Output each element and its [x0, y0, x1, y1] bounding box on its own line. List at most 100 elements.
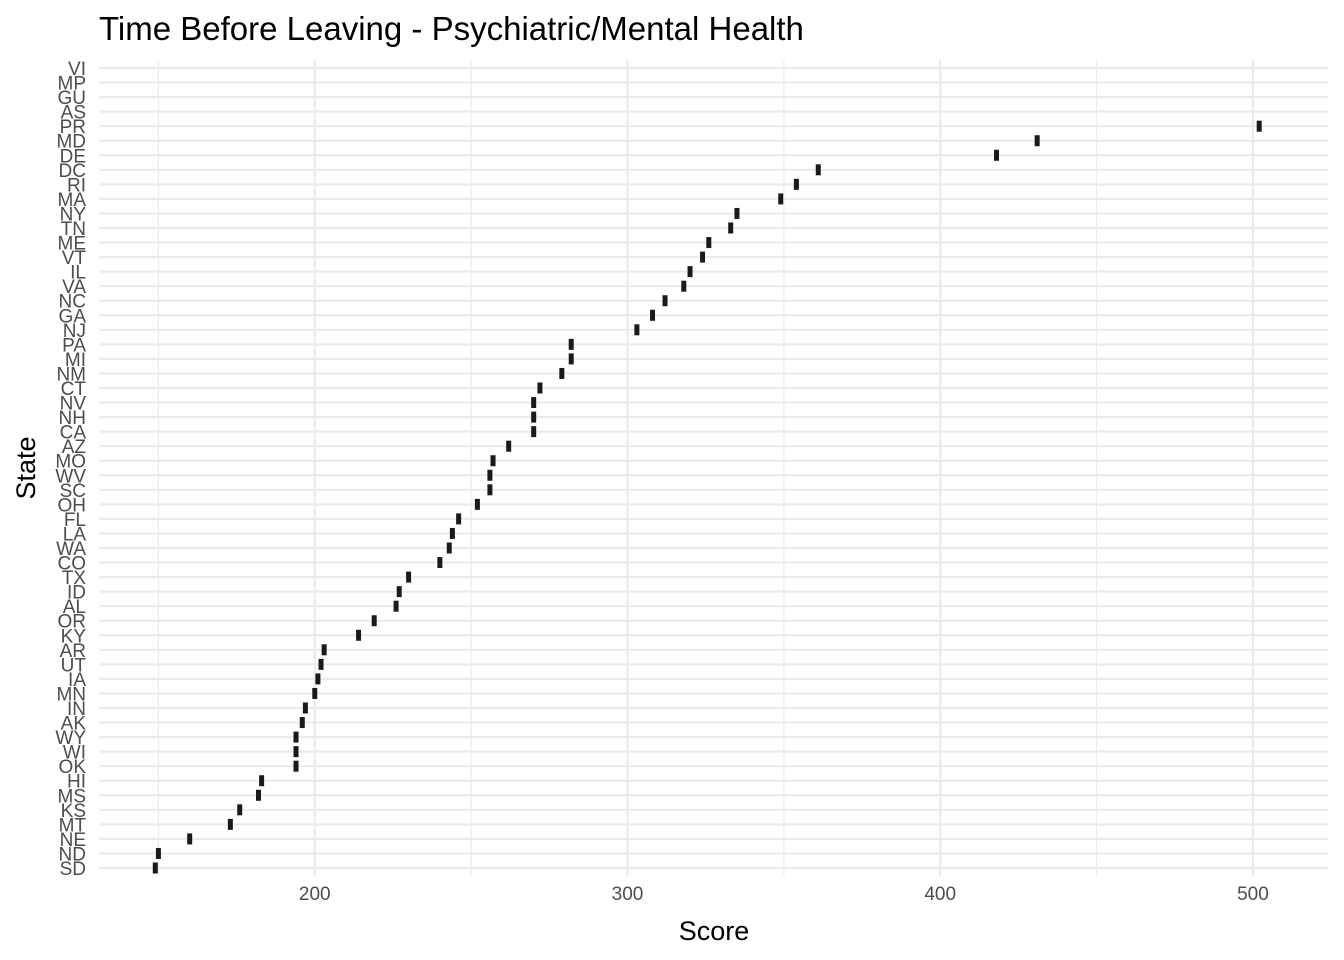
- data-point-me: [706, 237, 712, 249]
- y-tick-label: UT: [61, 655, 87, 676]
- y-tick-label: IN: [67, 699, 86, 720]
- y-tick-label: FL: [64, 510, 86, 531]
- y-tick-label: GU: [58, 88, 87, 109]
- y-tick-label: MT: [59, 815, 87, 836]
- data-point-ne: [187, 833, 193, 845]
- data-point-nc: [662, 295, 668, 307]
- data-point-sc: [487, 484, 493, 496]
- data-point-mt: [227, 818, 233, 830]
- data-point-nd: [155, 847, 161, 859]
- data-point-ut: [318, 658, 324, 670]
- y-tick-label: WI: [63, 743, 86, 764]
- y-tick-label: ME: [58, 234, 87, 255]
- y-tick-label: VA: [62, 277, 86, 298]
- y-tick-label: PR: [60, 117, 86, 138]
- data-point-sd: [152, 862, 158, 874]
- data-point-nm: [559, 367, 565, 379]
- x-tick-label: 300: [612, 884, 644, 905]
- y-tick-label: AL: [63, 597, 86, 618]
- data-point-or: [371, 615, 377, 627]
- data-point-wv: [487, 469, 493, 481]
- data-point-ms: [255, 789, 261, 801]
- y-tick-label: SC: [60, 481, 86, 502]
- y-tick-label: MN: [56, 684, 86, 705]
- y-tick-label: NH: [59, 408, 86, 429]
- data-point-id: [396, 586, 402, 598]
- data-point-ct: [537, 382, 543, 394]
- data-point-pa: [568, 338, 574, 350]
- data-point-hi: [259, 775, 265, 787]
- data-point-tn: [728, 222, 734, 234]
- x-axis-title: Score: [679, 916, 750, 946]
- x-tick-label: 400: [924, 884, 956, 905]
- y-axis-tick-labels: SDNDNEMTKSMSHIOKWIWYAKINMNIAUTARKYORALID…: [55, 59, 86, 880]
- data-point-wi: [293, 746, 299, 758]
- y-tick-label: HI: [67, 772, 86, 793]
- data-point-nh: [531, 411, 537, 423]
- data-point-al: [393, 600, 399, 612]
- y-tick-label: VT: [62, 248, 87, 269]
- y-tick-label: AK: [61, 714, 87, 735]
- y-tick-label: OR: [58, 612, 87, 633]
- y-tick-label: LA: [63, 524, 87, 545]
- data-point-vt: [700, 251, 706, 263]
- y-tick-label: IL: [70, 263, 86, 284]
- chart-title: Time Before Leaving - Psychiatric/Mental…: [99, 10, 804, 47]
- y-tick-label: AS: [61, 103, 86, 124]
- data-marks: [152, 120, 1262, 874]
- y-tick-label: NE: [60, 830, 86, 851]
- data-point-ak: [299, 717, 305, 729]
- data-point-wy: [293, 731, 299, 743]
- y-tick-label: CO: [58, 554, 87, 575]
- data-point-ri: [793, 178, 799, 190]
- y-tick-label: KS: [61, 801, 86, 822]
- y-tick-label: TX: [62, 568, 87, 589]
- data-point-ar: [321, 644, 327, 656]
- y-tick-label: NC: [59, 292, 86, 313]
- y-tick-label: NV: [60, 394, 87, 415]
- grid: [99, 60, 1328, 876]
- data-point-tx: [406, 571, 412, 583]
- data-point-nv: [531, 397, 537, 409]
- y-tick-label: MD: [56, 132, 86, 153]
- y-tick-label: IA: [68, 670, 86, 691]
- data-point-de: [994, 149, 1000, 161]
- data-point-pr: [1256, 120, 1262, 132]
- data-point-ia: [315, 673, 321, 685]
- y-tick-label: DC: [59, 161, 86, 182]
- y-tick-label: WV: [55, 466, 86, 487]
- y-tick-label: MO: [55, 452, 86, 473]
- data-point-ky: [356, 629, 362, 641]
- y-tick-label: ID: [67, 583, 86, 604]
- y-tick-label: NM: [56, 364, 86, 385]
- y-tick-label: AZ: [62, 437, 87, 458]
- data-point-ny: [734, 207, 740, 219]
- y-tick-label: WY: [55, 728, 86, 749]
- y-tick-label: GA: [59, 306, 87, 327]
- data-point-mo: [490, 455, 496, 467]
- y-tick-label: MI: [65, 350, 86, 371]
- data-point-la: [449, 527, 455, 539]
- y-tick-label: NY: [60, 204, 87, 225]
- y-tick-label: AR: [60, 641, 86, 662]
- x-tick-label: 500: [1237, 884, 1269, 905]
- data-point-dc: [815, 164, 821, 176]
- data-point-in: [302, 702, 308, 714]
- data-point-ks: [237, 804, 243, 816]
- y-tick-label: SD: [60, 859, 86, 880]
- data-point-co: [437, 557, 443, 569]
- y-tick-label: KY: [61, 626, 87, 647]
- data-point-ok: [293, 760, 299, 772]
- data-point-il: [687, 266, 693, 278]
- y-tick-label: TN: [61, 219, 86, 240]
- y-axis-title: State: [11, 436, 41, 499]
- y-tick-label: NJ: [63, 321, 86, 342]
- y-tick-label: VI: [68, 59, 86, 80]
- data-point-ca: [531, 426, 537, 438]
- data-point-fl: [456, 513, 462, 525]
- data-point-ga: [650, 309, 656, 321]
- y-tick-label: OH: [58, 495, 87, 516]
- y-tick-label: MP: [58, 74, 87, 95]
- y-tick-label: CT: [61, 379, 87, 400]
